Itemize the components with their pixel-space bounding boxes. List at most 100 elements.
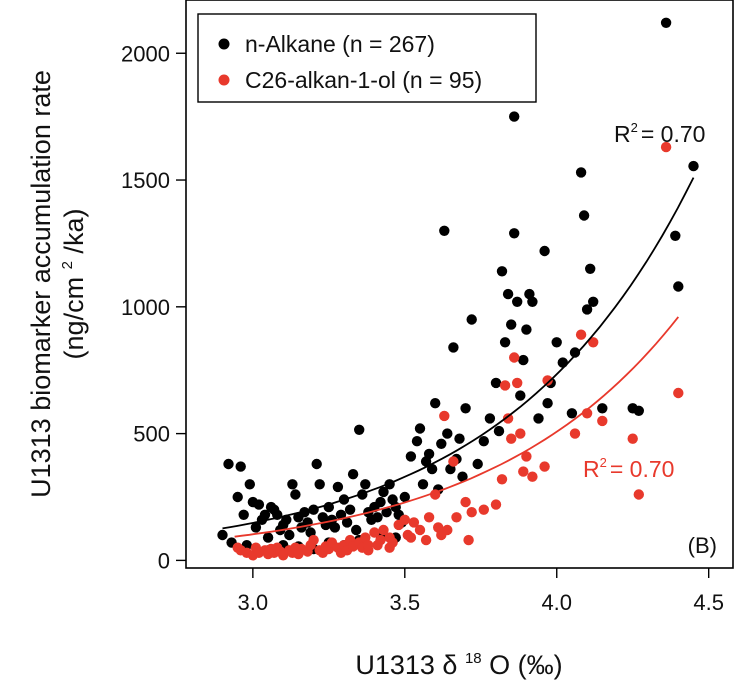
n-alkane-point bbox=[287, 479, 298, 490]
c26-alkan-1-ol-point bbox=[509, 352, 520, 363]
n-alkane-point bbox=[259, 509, 271, 520]
r2-label-c26-alkan-1-ol: R2 = 0.70 bbox=[583, 455, 674, 482]
n-alkane-point bbox=[372, 512, 383, 523]
x-axis-title-sup: 18 bbox=[465, 650, 482, 667]
c26-alkan-1-ol-point bbox=[308, 534, 319, 546]
c26-alkan-1-ol-point bbox=[588, 337, 599, 348]
c26-alkan-1-ol-point bbox=[420, 534, 432, 546]
r2-label-n-alkane: R2 = 0.70 bbox=[614, 120, 705, 147]
n-alkane-point bbox=[670, 230, 681, 241]
n-alkane-point bbox=[314, 479, 325, 490]
n-alkane-point bbox=[518, 354, 529, 366]
x-tick-label: 4.0 bbox=[541, 590, 572, 615]
y-axis-title-line2-prefix: (ng/cm bbox=[59, 277, 89, 360]
c26-alkan-1-ol-point bbox=[496, 474, 508, 485]
n-alkane-point bbox=[539, 245, 550, 257]
c26-alkan-1-ol-point bbox=[512, 377, 523, 389]
n-alkane-point bbox=[581, 304, 593, 315]
n-alkane-point bbox=[399, 491, 410, 503]
plot-frame bbox=[185, 0, 734, 569]
c26-alkan-1-ol-point bbox=[490, 499, 502, 510]
n-alkane-point bbox=[253, 499, 265, 510]
n-alkane-point bbox=[351, 524, 362, 536]
x-tick-label: 4.5 bbox=[693, 590, 724, 615]
c26-alkan-1-ol-point bbox=[521, 451, 532, 462]
n-alkane-point bbox=[597, 403, 608, 414]
c26-alkan-1-ol-point bbox=[375, 534, 386, 546]
legend-marker-n-alkane bbox=[218, 38, 230, 50]
c26-alkan-1-ol-point bbox=[569, 428, 581, 439]
c26-alkan-1-ol-point bbox=[460, 496, 471, 508]
c26-alkan-1-ol-point bbox=[515, 428, 526, 439]
y-tick-label: 1000 bbox=[121, 295, 170, 320]
legend-label-c26-alkan-1-ol: C26-alkan-1-ol (n = 95) bbox=[245, 67, 482, 93]
n-alkane-point bbox=[457, 471, 468, 482]
n-alkane-point bbox=[375, 496, 386, 508]
x-tick-label: 3.5 bbox=[390, 590, 421, 615]
n-alkane-point bbox=[557, 357, 568, 368]
n-alkane-point bbox=[673, 281, 684, 292]
x-axis-title-suffix: O (‰) bbox=[489, 650, 563, 680]
c26-alkan-1-ol-point bbox=[442, 524, 453, 536]
c26-alkan-1-ol-point bbox=[518, 466, 529, 477]
n-alkane-point bbox=[232, 491, 243, 503]
n-alkane-point bbox=[378, 486, 389, 498]
c26-alkan-1-ol-point bbox=[363, 540, 374, 551]
n-alkane-point bbox=[417, 479, 429, 490]
panel-label: (B) bbox=[688, 533, 717, 558]
c26-alkan-1-ol-point bbox=[506, 433, 517, 444]
n-alkane-point bbox=[478, 436, 489, 447]
n-alkane-point bbox=[360, 479, 371, 490]
legend-marker-c26-alkan-1-ol bbox=[218, 74, 230, 86]
c26-alkan-1-ol-point bbox=[463, 534, 474, 546]
c26-alkan-1-ol-point bbox=[414, 524, 426, 536]
n-alkane-point bbox=[460, 403, 471, 414]
n-alkane-point bbox=[290, 489, 301, 500]
c26-alkan-1-ol-point bbox=[673, 387, 684, 399]
n-alkane-point bbox=[472, 458, 483, 470]
n-alkane-point bbox=[660, 17, 672, 28]
n-alkane-point bbox=[569, 347, 581, 358]
n-alkane-point bbox=[347, 469, 359, 480]
n-alkane-point bbox=[499, 337, 511, 348]
c26-alkan-1-ol-fit-curve bbox=[234, 316, 680, 538]
y-axis-ticks: 0 500 1000 1500 2000 bbox=[121, 41, 186, 573]
n-alkane-point bbox=[244, 479, 255, 490]
n-alkane-point bbox=[335, 509, 347, 520]
c26-alkan-1-ol-point bbox=[369, 527, 380, 538]
n-alkane-point bbox=[506, 319, 517, 330]
n-alkane-point bbox=[578, 210, 590, 221]
c26-alkan-1-ol-point bbox=[539, 461, 550, 472]
n-alkane-point bbox=[250, 522, 262, 533]
n-alkane-point bbox=[436, 438, 447, 449]
n-alkane-point bbox=[533, 413, 544, 424]
n-alkane-point bbox=[284, 529, 295, 541]
data-points bbox=[217, 17, 699, 561]
x-axis-title: U1313 δ 18 O (‰) bbox=[355, 639, 562, 680]
n-alkane-point bbox=[217, 529, 228, 541]
n-alkane-point bbox=[484, 413, 496, 424]
n-alkane-point bbox=[430, 398, 441, 409]
n-alkane-point bbox=[521, 324, 532, 335]
c26-alkan-1-ol-point bbox=[542, 375, 553, 386]
n-alkane-point bbox=[588, 296, 599, 307]
c26-alkan-1-ol-point bbox=[633, 489, 644, 500]
c26-alkan-1-ol-point bbox=[451, 512, 462, 523]
c26-alkan-1-ol-point bbox=[378, 524, 389, 536]
x-axis-title-delta: δ bbox=[442, 650, 457, 680]
n-alkane-point bbox=[405, 451, 417, 462]
fit-curves bbox=[222, 177, 695, 538]
n-alkane-point bbox=[354, 424, 365, 435]
c26-alkan-1-ol-point bbox=[405, 532, 417, 543]
c26-alkan-1-ol-point bbox=[499, 380, 511, 391]
y-axis-title-line1: U1313 biomarker accumulation rate bbox=[26, 70, 56, 498]
n-alkane-point bbox=[688, 160, 699, 172]
n-alkane-point bbox=[423, 448, 435, 460]
c26-alkan-1-ol-point bbox=[384, 532, 395, 543]
legend-box bbox=[197, 13, 537, 103]
c26-alkan-1-ol-point bbox=[423, 512, 435, 523]
n-alkane-point bbox=[235, 461, 246, 472]
c26-alkan-1-ol-point bbox=[439, 410, 450, 422]
n-alkane-point bbox=[527, 296, 538, 307]
n-alkane-point bbox=[262, 532, 274, 543]
